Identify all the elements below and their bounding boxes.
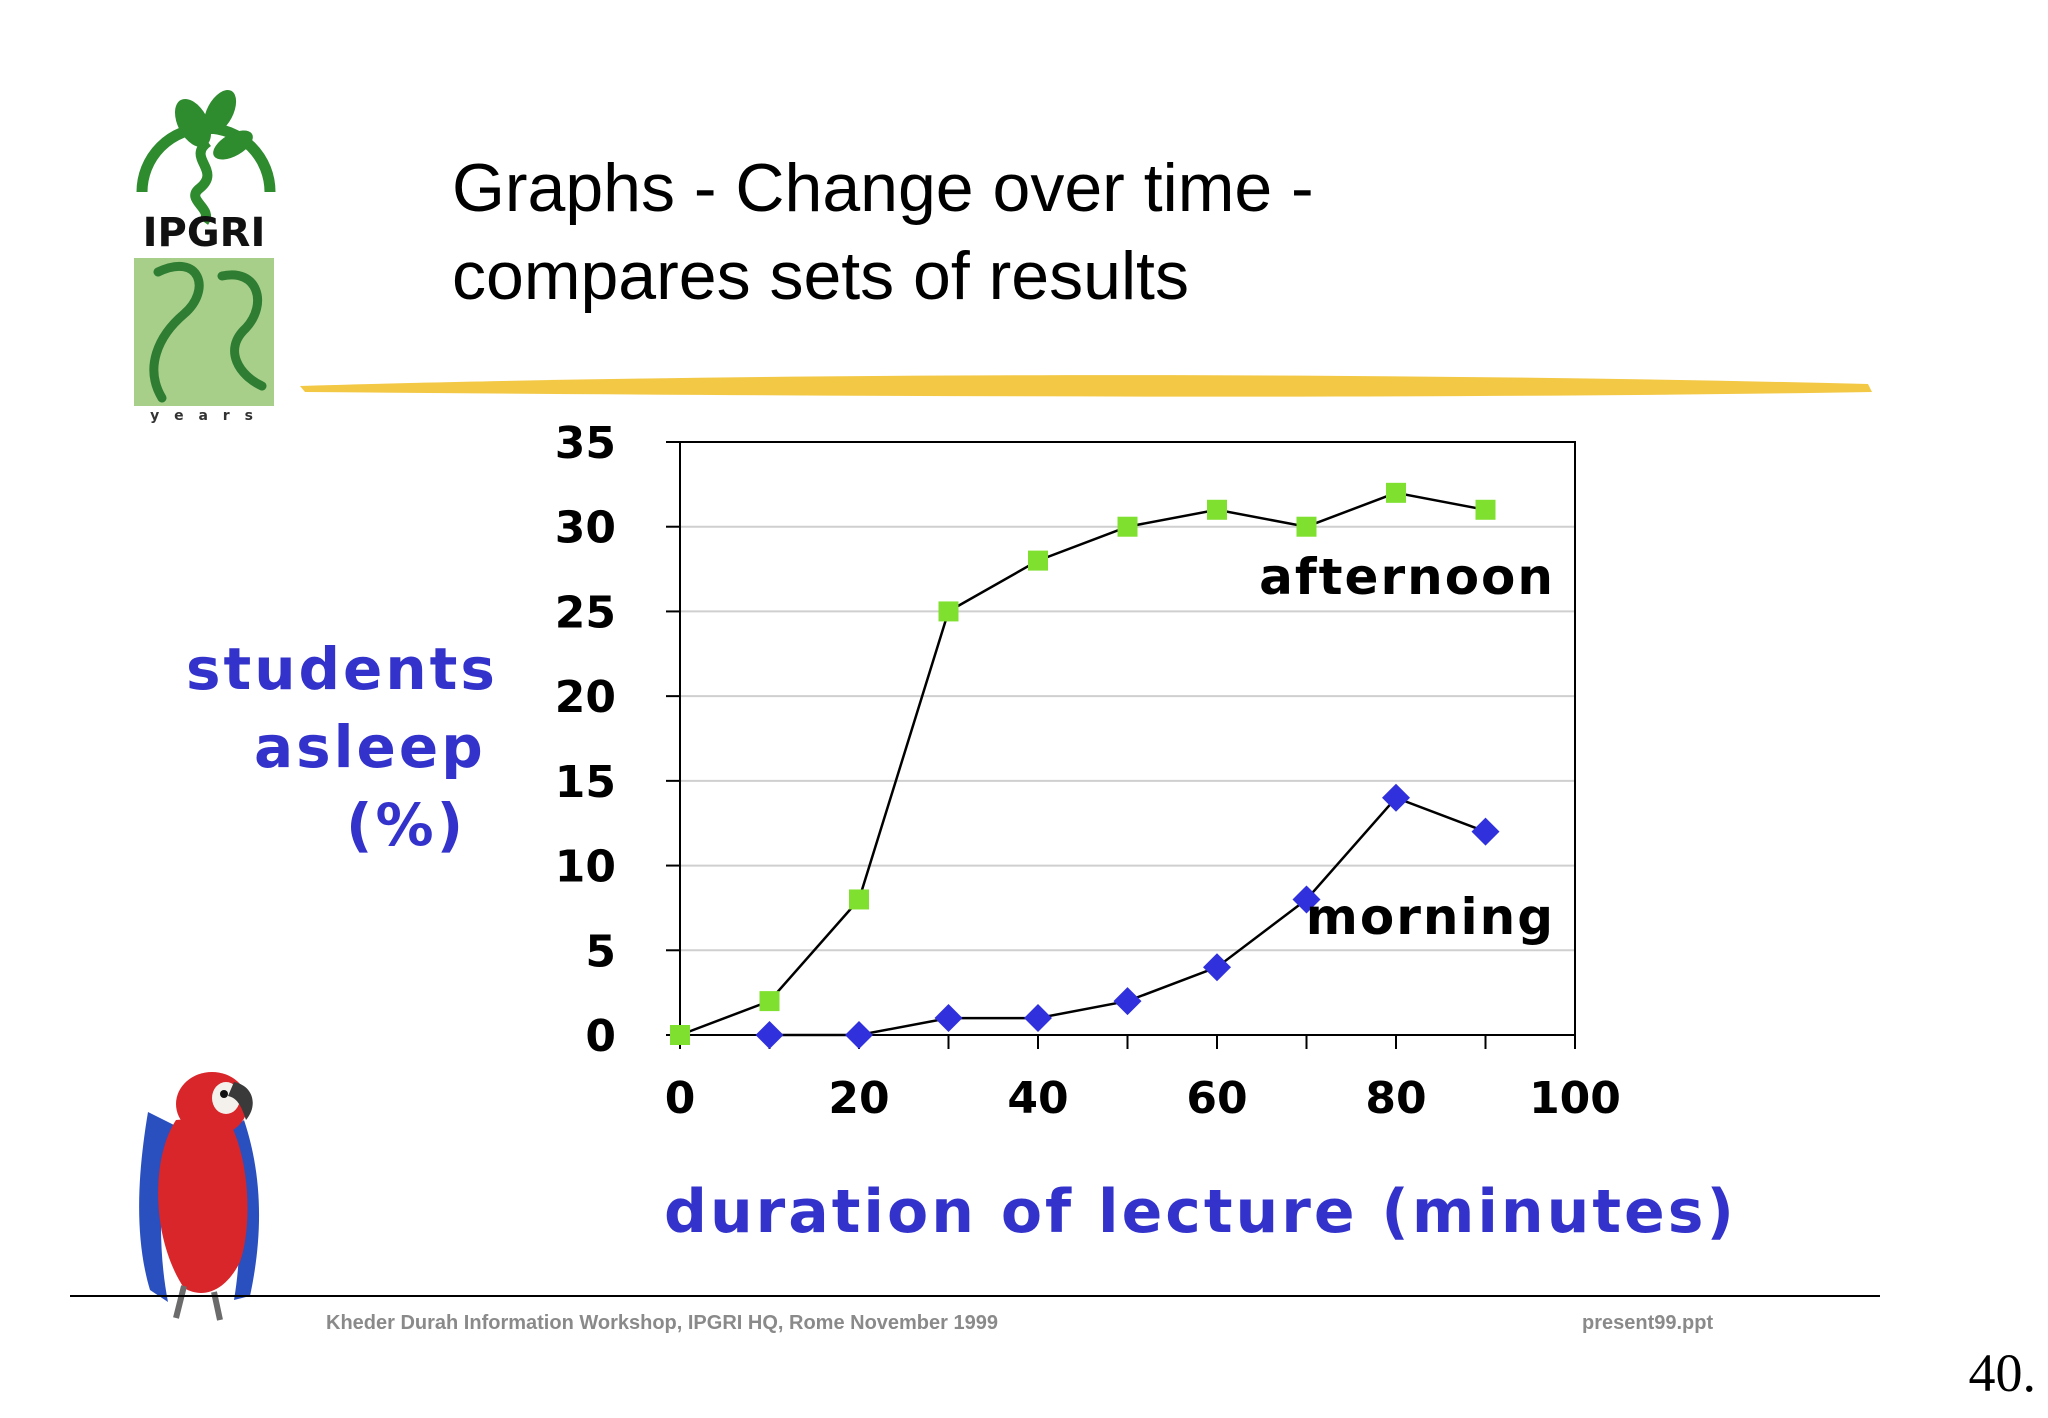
data-point-afternoon xyxy=(759,991,780,1012)
chart-axes xyxy=(666,441,1576,1049)
data-point-morning xyxy=(755,1021,784,1049)
footer-right-text: present99.ppt xyxy=(1582,1312,1714,1334)
series-line-afternoon xyxy=(679,491,1486,1037)
slide-title-line-2: compares sets of results xyxy=(452,238,1189,314)
data-point-morning xyxy=(1203,953,1231,982)
parrot-eye xyxy=(220,1090,228,1098)
logo-years: y e a r s xyxy=(150,408,258,424)
y-tick-label: 10 xyxy=(555,842,616,893)
parrot-illustration xyxy=(139,1072,260,1321)
footer-left-text: Kheder Durah Information Workshop, IPGRI… xyxy=(326,1312,998,1334)
x-tick-labels: 0 20 40 60 80 100 xyxy=(665,1073,1621,1124)
y-tick-label: 30 xyxy=(555,503,616,554)
logo-leaf xyxy=(174,98,212,148)
data-point-morning xyxy=(845,1021,873,1049)
logo-leaf xyxy=(213,130,253,160)
y-tick-label: 15 xyxy=(555,757,616,808)
slide-title-line-1: Graphs - Change over time - xyxy=(452,150,1314,226)
data-point-morning xyxy=(1113,987,1142,1016)
logo-leaf xyxy=(203,89,237,135)
line-chart: 0 5 10 15 20 25 30 35 0 20 40 60 80 100 afternoon mo… xyxy=(555,418,1621,1124)
chart-series xyxy=(670,482,1500,1049)
data-point-afternoon xyxy=(1028,550,1048,571)
parrot-body xyxy=(158,1116,248,1293)
data-point-morning xyxy=(1382,783,1410,812)
x-tick-label: 80 xyxy=(1365,1073,1426,1124)
y-tick-label: 0 xyxy=(585,1011,616,1062)
data-point-morning xyxy=(1471,817,1500,846)
data-point-afternoon xyxy=(1475,499,1496,520)
parrot-beak xyxy=(228,1082,253,1120)
x-axis-label: duration of lecture (minutes) xyxy=(664,1177,1737,1247)
ipgri-logo: IPGRI y e a r s xyxy=(134,89,276,424)
data-point-afternoon xyxy=(938,601,959,622)
y-tick-label: 35 xyxy=(555,418,616,469)
y-axis-label-line-3: (%) xyxy=(346,791,467,859)
data-point-afternoon xyxy=(670,1025,690,1045)
x-tick-label: 60 xyxy=(1186,1073,1247,1124)
y-axis-label-line-2: asleep xyxy=(254,713,486,781)
logo-25-numeral xyxy=(149,262,267,403)
data-point-afternoon xyxy=(1207,499,1227,520)
data-point-morning xyxy=(1024,1004,1052,1033)
y-tick-label: 20 xyxy=(555,672,616,723)
series-label-morning: morning xyxy=(1306,888,1555,946)
slide-number: 40. xyxy=(1968,1343,2037,1403)
yellow-brush-stroke xyxy=(300,375,1872,397)
data-point-afternoon xyxy=(1117,516,1138,537)
data-point-morning xyxy=(934,1004,963,1033)
logo-stem xyxy=(190,137,213,225)
y-axis-label-line-1: students xyxy=(186,635,498,703)
x-tick-label: 0 xyxy=(665,1073,696,1124)
logo-text: IPGRI xyxy=(143,210,266,256)
data-point-morning xyxy=(1292,885,1321,914)
series-label-afternoon: afternoon xyxy=(1259,548,1555,606)
y-tick-label: 25 xyxy=(555,587,616,638)
y-tick-label: 5 xyxy=(585,926,616,977)
data-point-afternoon xyxy=(849,889,869,910)
data-point-afternoon xyxy=(1296,516,1317,537)
data-point-afternoon xyxy=(1386,482,1406,503)
y-tick-labels: 0 5 10 15 20 25 30 35 xyxy=(555,418,616,1062)
x-tick-label: 100 xyxy=(1529,1073,1621,1124)
x-tick-label: 20 xyxy=(828,1073,889,1124)
x-tick-label: 40 xyxy=(1007,1073,1068,1124)
